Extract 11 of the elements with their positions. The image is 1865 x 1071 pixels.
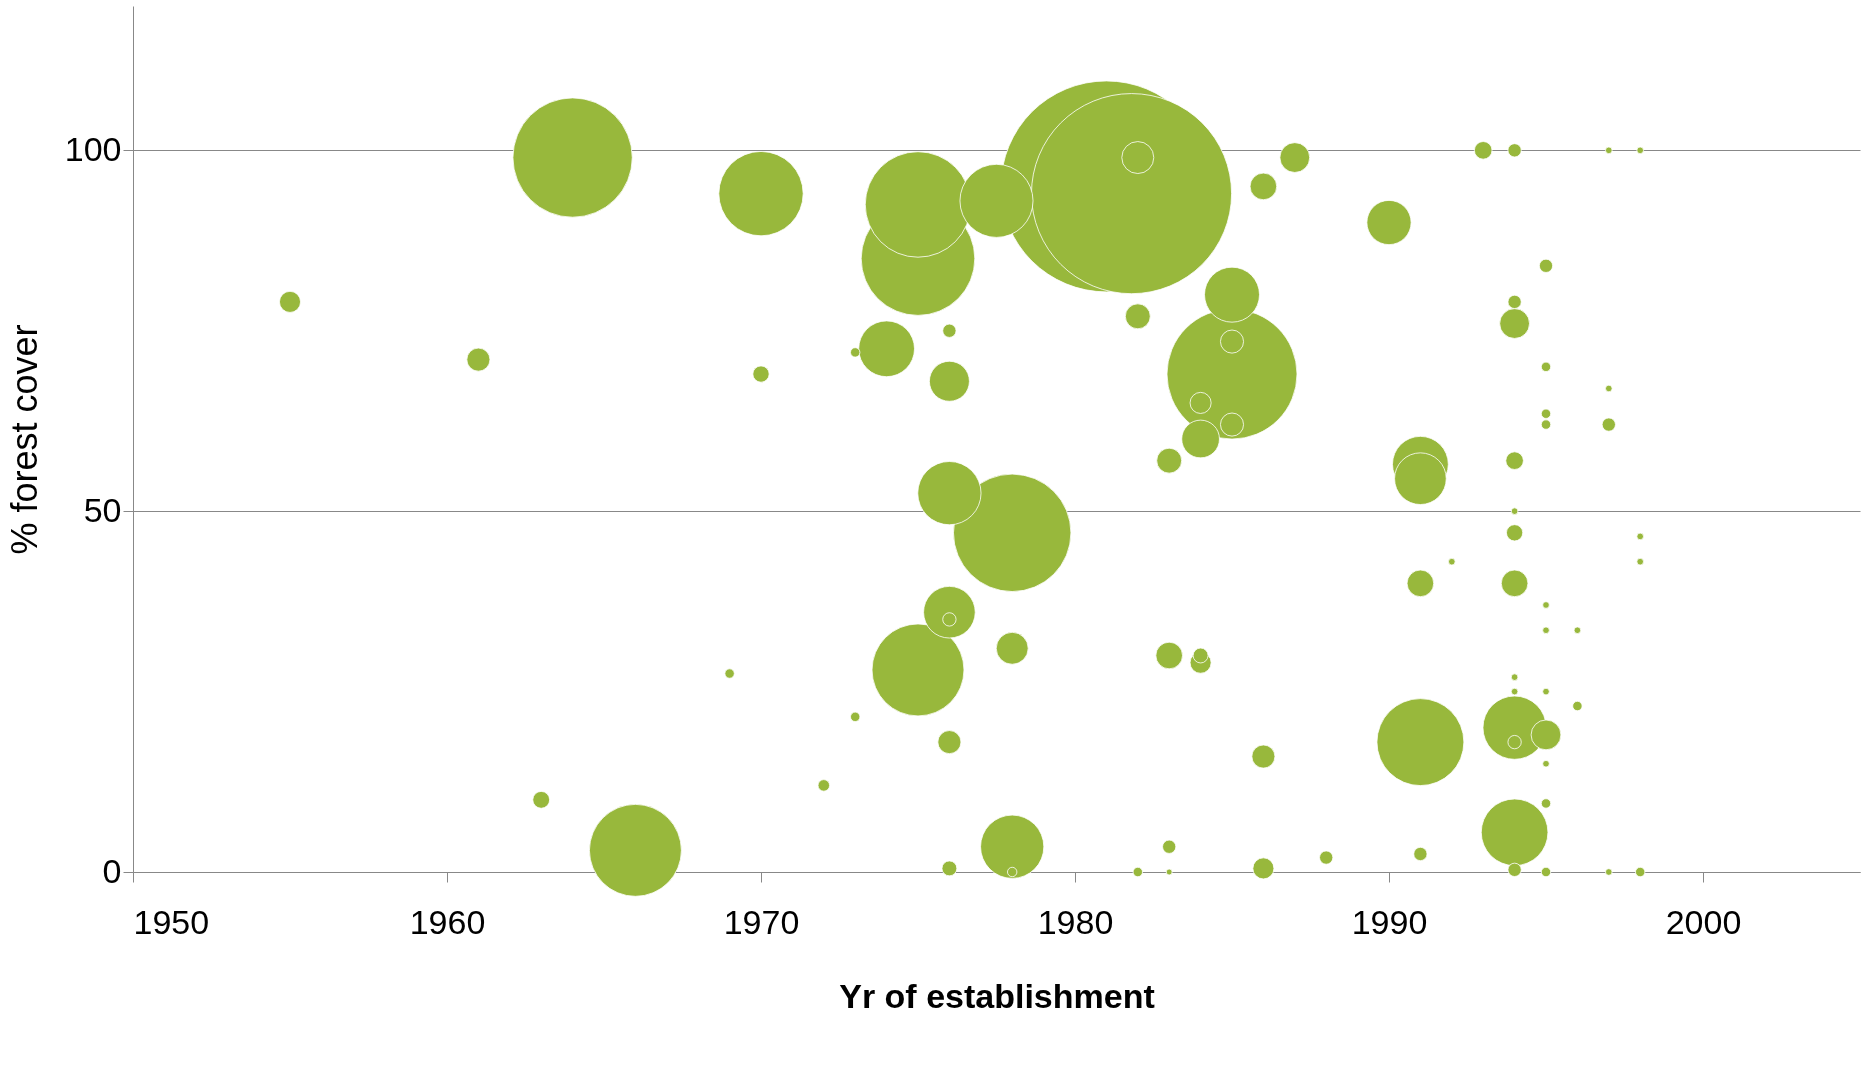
x-tick-label: 1950 — [133, 902, 210, 941]
y-tick-label: 0 — [102, 851, 122, 890]
x-axis-title: Yr of establishment — [839, 976, 1155, 1015]
y-tick-label: 50 — [83, 490, 122, 529]
x-tick-label: 2000 — [1665, 902, 1742, 941]
y-axis-title: % forest cover — [3, 324, 45, 555]
x-tick-label: 1960 — [409, 902, 486, 941]
x-tick-label: 1970 — [723, 902, 800, 941]
y-tick-label: 100 — [64, 129, 122, 168]
x-tick-label: 1980 — [1037, 902, 1114, 941]
x-tick-label: 1990 — [1351, 902, 1428, 941]
